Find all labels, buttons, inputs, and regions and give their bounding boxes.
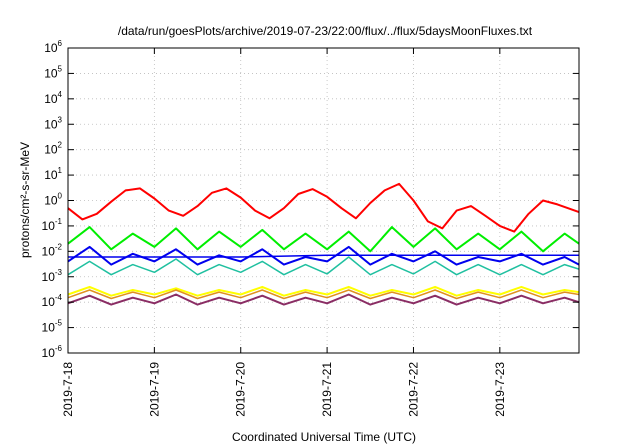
x-tick-label: 2019-7-23 (493, 362, 507, 417)
y-tick-label: 102 (44, 141, 62, 157)
series-line-1 (67, 182, 580, 233)
x-axis-label: Coordinated Universal Time (UTC) (232, 430, 416, 444)
series-line-6 (67, 285, 580, 297)
y-tick-label: 103 (44, 115, 62, 131)
y-tick-label: 10-3 (42, 268, 63, 284)
chart-title: /data/run/goesPlots/archive/2019-07-23/2… (118, 24, 533, 38)
y-axis-label: protons/cm²-s-sr-MeV (18, 142, 32, 258)
x-tick-label: 2019-7-19 (147, 362, 161, 417)
grid (68, 48, 579, 353)
y-tick-label: 10-1 (42, 217, 63, 233)
y-tick-label: 10-5 (42, 319, 63, 335)
y-tick-label: 10-2 (42, 242, 63, 258)
series-group (67, 182, 580, 306)
y-tick-label: 106 (44, 39, 62, 55)
x-tick-label: 2019-7-20 (234, 362, 248, 417)
series-line-3 (67, 245, 580, 266)
series-line-4 (68, 254, 579, 258)
series-line-2 (67, 226, 580, 253)
series-line-7 (67, 289, 580, 300)
ticks: 10-6 10-5 10-4 10-3 10-2 10-1 100 101 102 103 104 1… (42, 39, 579, 417)
y-tick-label: 10-6 (42, 344, 63, 360)
y-tick-label: 105 (44, 64, 62, 80)
series-line-5 (67, 256, 580, 276)
y-axis-label-text: protons/cm²-s-sr-MeV (18, 142, 32, 258)
y-tick-label: 101 (44, 166, 62, 182)
x-tick-label: 2019-7-18 (61, 362, 75, 417)
x-tick-label: 2019-7-22 (406, 362, 420, 417)
y-tick-label: 10-4 (42, 293, 63, 309)
series-line-8 (67, 293, 580, 306)
y-tick-label: 104 (44, 90, 62, 106)
x-tick-label: 2019-7-21 (320, 362, 334, 417)
y-tick-label: 100 (44, 192, 62, 208)
